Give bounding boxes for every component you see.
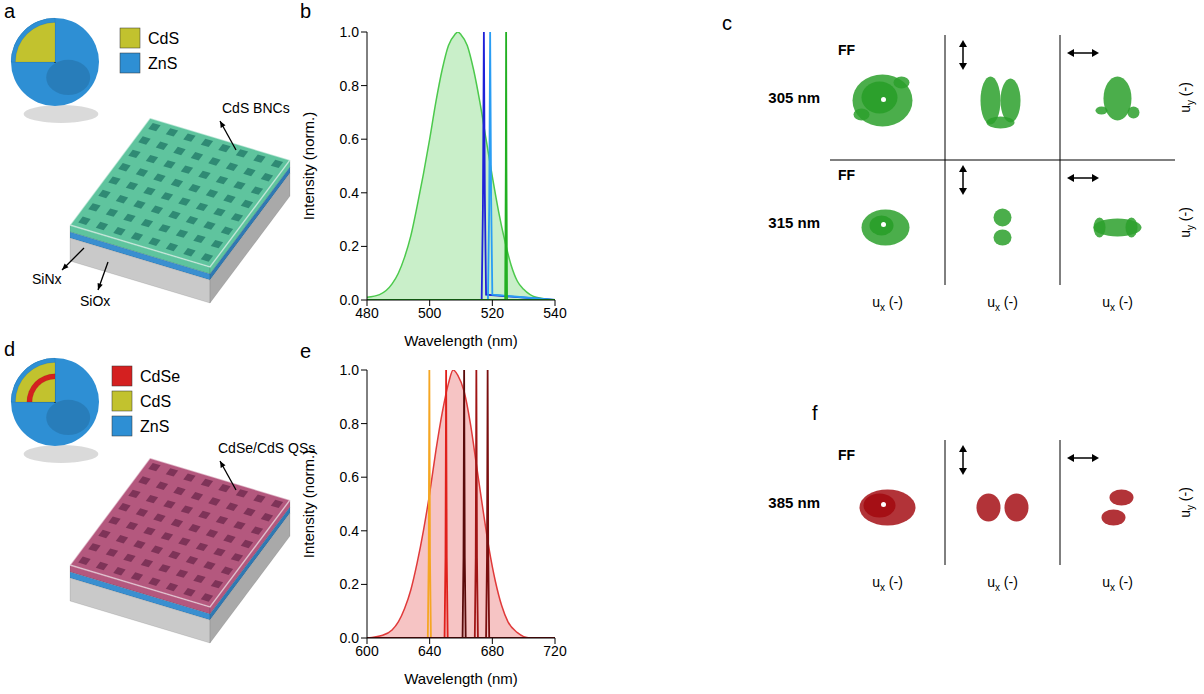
svg-text:CdSe: CdSe [140, 368, 180, 385]
svg-text:305 nm: 305 nm [768, 89, 820, 106]
svg-text:Intensity (norm.): Intensity (norm.) [300, 450, 317, 558]
svg-text:0.8: 0.8 [340, 78, 360, 94]
svg-text:ux (-): ux (-) [987, 294, 1018, 313]
svg-text:ZnS: ZnS [140, 418, 169, 435]
svg-text:Wavelength (nm): Wavelength (nm) [404, 332, 518, 349]
svg-text:ux (-): ux (-) [1102, 294, 1133, 313]
svg-text:d: d [4, 338, 15, 360]
svg-text:1.0: 1.0 [340, 24, 360, 40]
svg-text:c: c [722, 12, 732, 34]
svg-text:FF: FF [838, 42, 856, 58]
svg-text:CdS: CdS [148, 30, 179, 47]
svg-text:Wavelength (nm): Wavelength (nm) [404, 670, 518, 687]
svg-text:385 nm: 385 nm [768, 494, 820, 511]
svg-text:ux (-): ux (-) [987, 574, 1018, 593]
svg-text:0.8: 0.8 [340, 416, 360, 432]
svg-text:0.4: 0.4 [340, 185, 360, 201]
svg-text:SiNx: SiNx [32, 271, 62, 287]
svg-text:FF: FF [838, 447, 856, 463]
svg-text:500: 500 [418, 305, 442, 321]
svg-text:b: b [300, 0, 311, 22]
svg-text:0.0: 0.0 [340, 630, 360, 646]
svg-text:Intensity (norm.): Intensity (norm.) [300, 112, 317, 220]
svg-text:480: 480 [355, 304, 379, 321]
svg-text:f: f [812, 402, 818, 424]
svg-text:FF: FF [838, 167, 856, 183]
svg-text:ux (-): ux (-) [872, 294, 903, 313]
svg-text:0.2: 0.2 [340, 238, 360, 254]
svg-text:e: e [300, 340, 311, 362]
svg-text:ux (-): ux (-) [1102, 574, 1133, 593]
svg-text:640: 640 [418, 643, 442, 659]
svg-text:0.2: 0.2 [340, 576, 360, 592]
svg-text:0.6: 0.6 [340, 131, 360, 147]
svg-text:0.4: 0.4 [340, 523, 360, 539]
svg-text:680: 680 [481, 643, 505, 659]
svg-text:uy (-): uy (-) [1177, 207, 1196, 238]
svg-text:1.0: 1.0 [340, 362, 360, 378]
svg-text:CdS: CdS [140, 393, 171, 410]
svg-text:540: 540 [543, 305, 567, 321]
svg-text:0.0: 0.0 [340, 292, 360, 308]
svg-text:520: 520 [481, 305, 505, 321]
svg-text:uy (-): uy (-) [1177, 82, 1196, 113]
svg-text:ux (-): ux (-) [872, 574, 903, 593]
svg-text:ZnS: ZnS [148, 55, 177, 72]
svg-text:315 nm: 315 nm [768, 214, 820, 231]
svg-text:SiOx: SiOx [80, 293, 110, 309]
svg-text:0.6: 0.6 [340, 469, 360, 485]
svg-text:a: a [4, 0, 16, 22]
svg-text:CdSe/CdS QSs: CdSe/CdS QSs [218, 440, 316, 456]
svg-text:uy (-): uy (-) [1177, 487, 1196, 518]
svg-text:CdS BNCs: CdS BNCs [222, 100, 290, 116]
svg-text:600: 600 [355, 642, 379, 659]
svg-text:720: 720 [543, 643, 567, 659]
